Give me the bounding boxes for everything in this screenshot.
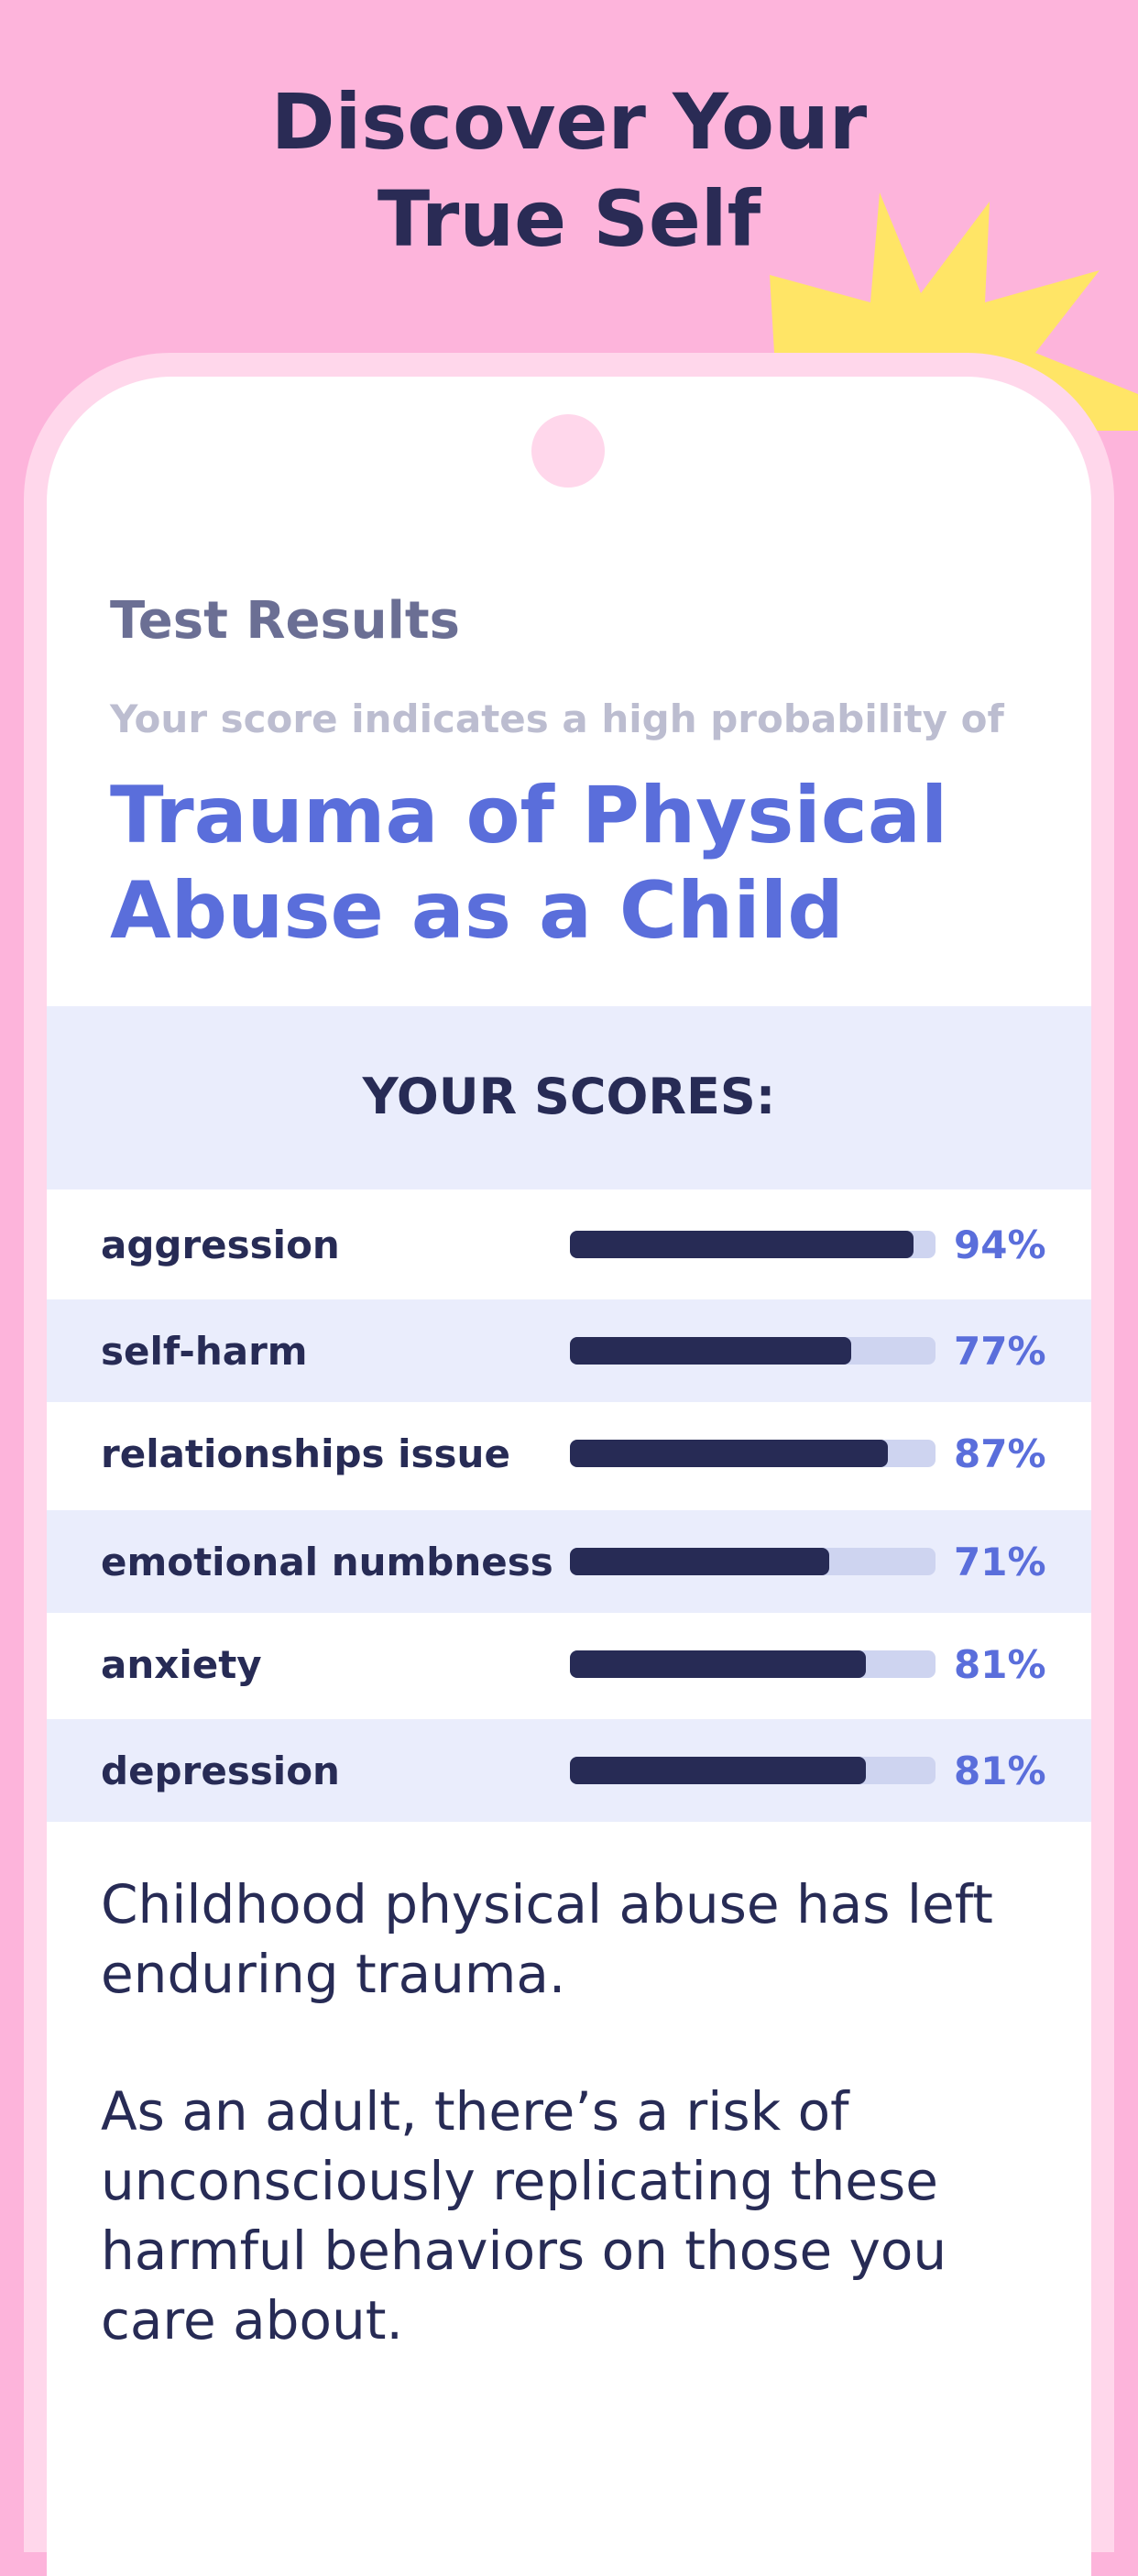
title: Discover Your True Self — [270, 77, 868, 264]
score-row: aggression 94% — [47, 1193, 1091, 1296]
score-bar — [570, 1440, 889, 1467]
score-bar — [570, 1548, 830, 1575]
score-label: depression — [101, 1748, 340, 1793]
scores-header — [47, 1006, 1091, 1189]
score-row: depression 81% — [47, 1719, 1091, 1822]
score-track — [570, 1650, 936, 1678]
score-row: anxiety 81% — [47, 1613, 1091, 1716]
diagnosis: Trauma of Physical Abuse as a Child — [110, 770, 948, 957]
score-track — [570, 1337, 936, 1365]
score-track — [570, 1231, 936, 1258]
score-value: 94% — [954, 1222, 1046, 1267]
scores-title: YOUR SCORES: — [362, 1068, 776, 1125]
score-value: 71% — [954, 1540, 1046, 1584]
score-value: 77% — [954, 1329, 1046, 1374]
score-bar — [570, 1231, 914, 1258]
score-track — [570, 1548, 936, 1575]
page: Discover Your True Self Test Results You… — [24, 77, 1138, 2576]
score-track — [570, 1757, 936, 1784]
score-value: 81% — [954, 1748, 1046, 1793]
score-bar — [570, 1650, 867, 1678]
paragraph: As an adult, there’s a risk of unconscio… — [101, 2080, 947, 2351]
score-label: emotional numbness — [101, 1540, 553, 1584]
score-label: aggression — [101, 1222, 340, 1267]
score-label: anxiety — [101, 1642, 262, 1687]
paragraph: Childhood physical abuse has left enduri… — [101, 1873, 993, 2005]
score-value: 81% — [954, 1642, 1046, 1687]
notch — [531, 414, 605, 488]
score-value: 87% — [954, 1431, 1046, 1476]
score-label: relationships issue — [101, 1431, 510, 1476]
heading: Test Results — [110, 591, 460, 651]
score-label: self-harm — [101, 1329, 308, 1374]
score-row: relationships issue 87% — [47, 1402, 1091, 1505]
score-row: emotional numbness 71% — [47, 1510, 1091, 1613]
score-track — [570, 1440, 936, 1467]
score-row: self-harm 77% — [47, 1299, 1091, 1402]
score-bar — [570, 1337, 852, 1365]
score-bar — [570, 1757, 867, 1784]
subtitle: Your score indicates a high probability … — [110, 696, 1004, 741]
